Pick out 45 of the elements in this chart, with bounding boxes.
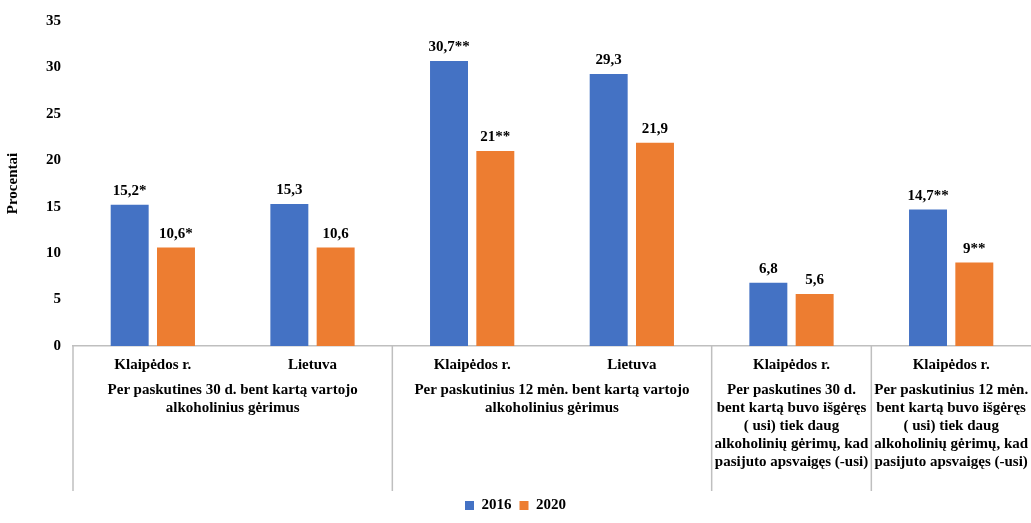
y-tick-label: 35 <box>46 11 61 28</box>
x-tick-label: Klaipėdos r. <box>114 355 192 372</box>
data-label: 21,9 <box>641 120 669 137</box>
x-tick-label: Klaipėdos r. <box>433 355 511 372</box>
y-tick-label: 10 <box>46 244 61 261</box>
legend-label: 2016 <box>481 496 512 513</box>
bar <box>636 142 674 346</box>
x-tick-label: Klaipėdos r. <box>753 355 831 372</box>
bar <box>157 247 195 346</box>
y-axis-title: Procentai <box>3 152 20 215</box>
bar <box>430 60 468 346</box>
data-label: 10,6* <box>159 224 193 241</box>
data-label: 6,8 <box>758 260 778 277</box>
bar <box>316 247 355 346</box>
x-tick-label: Lietuva <box>287 355 338 372</box>
legend-label: 2020 <box>536 496 566 513</box>
data-label: 21** <box>480 128 511 145</box>
data-label: 9** <box>963 239 986 256</box>
data-label: 15,3 <box>276 181 303 198</box>
y-tick-label: 15 <box>46 197 61 214</box>
data-label: 10,6 <box>322 224 350 241</box>
y-tick-label: 30 <box>46 58 61 75</box>
bar <box>955 262 994 346</box>
bar <box>795 294 834 346</box>
y-tick-label: 20 <box>46 151 61 168</box>
data-label: 15,2* <box>112 182 147 199</box>
data-label: 29,3 <box>595 51 622 68</box>
bar <box>909 209 947 346</box>
text: Per paskutines 30 d. bent kartą buvo išgėręs ( usi) tiek daug alkoholinių gėrimų, kad pasijuto apsvaigęs (-usi) <box>714 380 870 470</box>
text: Per paskutines 30 d. bent kartą vartojo alkoholinius gėrimus <box>107 380 358 415</box>
bar <box>270 203 309 346</box>
data-label: 14,7** <box>907 186 949 203</box>
bar <box>110 204 149 346</box>
text: Per paskutinius 12 mėn. bent kartą buvo išgėręs ( usi) tiek daug alkoholinių gėrimų, kad pasijuto apsvaigęs (-usi) <box>874 380 1029 470</box>
bar <box>476 151 515 346</box>
text: Per paskutinius 12 mėn. bent kartą vartojo alkoholinius gėrimus <box>414 380 690 415</box>
data-label: 5,6 <box>805 271 825 288</box>
data-label: 30,7** <box>428 38 470 55</box>
x-tick-label: Klaipėdos r. <box>912 355 990 372</box>
bar <box>749 282 788 346</box>
y-tick-label: 0 <box>53 336 61 353</box>
y-tick-label: 25 <box>46 104 61 121</box>
bar <box>589 73 628 346</box>
y-tick-label: 5 <box>53 290 61 307</box>
x-tick-label: Lietuva <box>607 355 657 372</box>
